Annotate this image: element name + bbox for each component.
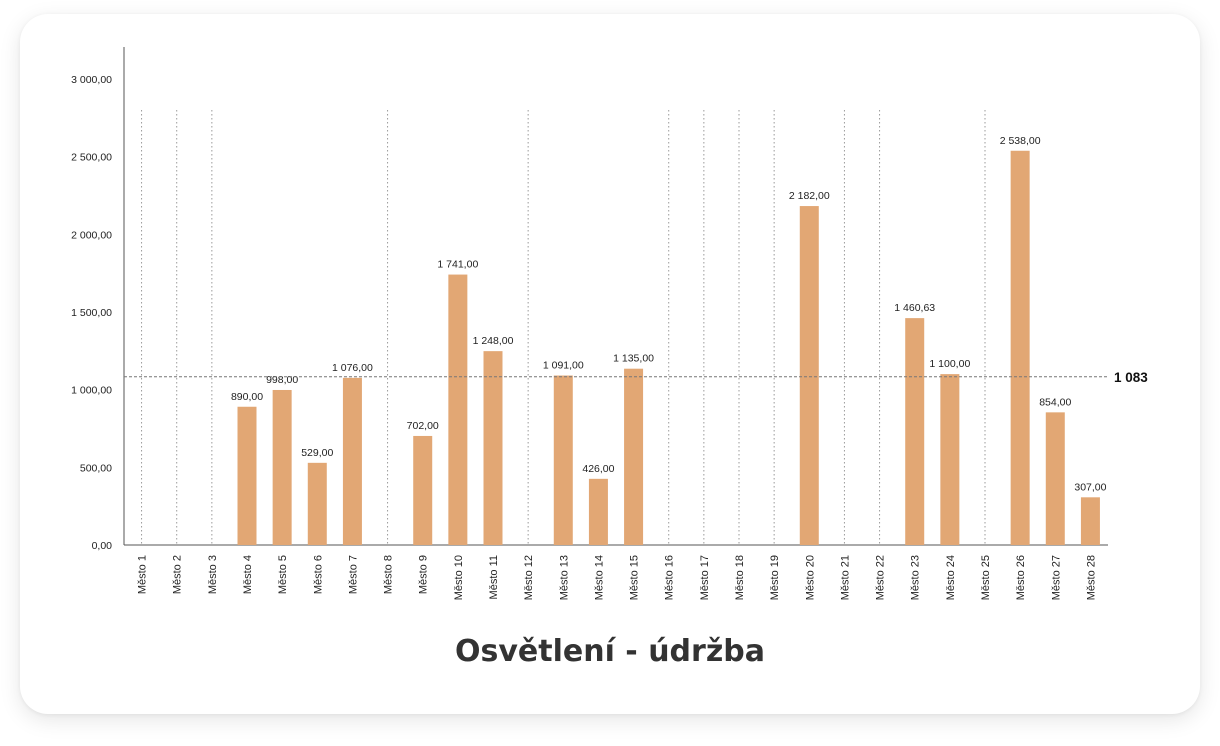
- category-label: Město 13: [558, 555, 570, 600]
- data-label: 1 248,00: [473, 335, 514, 347]
- data-label: 1 741,00: [437, 259, 478, 271]
- data-label: 1 135,00: [613, 353, 654, 365]
- category-label: Město 1: [137, 555, 149, 594]
- category-label: Město 16: [664, 555, 676, 600]
- y-tick-label: 1 500,00: [71, 307, 112, 319]
- y-tick-label: 500,00: [80, 462, 112, 474]
- category-label: Město 24: [945, 555, 957, 600]
- bar: [799, 206, 819, 545]
- category-label: Město 15: [629, 555, 641, 600]
- bar: [1010, 150, 1030, 545]
- bar: [272, 389, 292, 545]
- bar: [448, 274, 468, 545]
- data-label: 854,00: [1039, 396, 1071, 408]
- category-label: Město 14: [593, 555, 605, 600]
- category-label: Město 9: [418, 555, 430, 594]
- data-label: 1 100,00: [929, 358, 970, 370]
- data-label: 998,00: [266, 374, 298, 386]
- y-tick-label: 1 000,00: [71, 385, 112, 397]
- data-label: 1 076,00: [332, 362, 373, 374]
- category-label: Město 11: [488, 555, 500, 599]
- y-tick-label: 0,00: [92, 540, 113, 552]
- chart-title: Osvětlení - údržba: [454, 634, 766, 669]
- chart-card: [20, 14, 1200, 714]
- data-label: 2 538,00: [1000, 135, 1041, 147]
- category-label: Město 22: [875, 555, 887, 600]
- category-label: Město 12: [523, 555, 535, 600]
- category-label: Město 10: [453, 555, 465, 600]
- bar: [905, 318, 925, 545]
- y-tick-label: 2 000,00: [71, 229, 112, 241]
- bar: [342, 377, 362, 545]
- data-label: 1 460,63: [894, 302, 935, 314]
- category-label: Město 5: [277, 555, 289, 594]
- data-label: 426,00: [582, 463, 614, 475]
- category-label: Město 20: [804, 555, 816, 600]
- bar: [413, 435, 433, 545]
- bar: [237, 406, 257, 545]
- reference-line-label: 1 083: [1114, 370, 1148, 385]
- category-label: Město 2: [172, 555, 184, 594]
- data-label: 307,00: [1074, 481, 1106, 493]
- category-label: Město 26: [1015, 555, 1027, 600]
- bar: [483, 351, 503, 545]
- y-tick-label: 3 000,00: [71, 74, 112, 86]
- bar: [624, 368, 644, 545]
- category-label: Město 19: [769, 555, 781, 600]
- category-label: Město 8: [383, 555, 395, 594]
- category-label: Město 17: [699, 555, 711, 600]
- category-label: Město 18: [734, 555, 746, 600]
- category-label: Město 21: [839, 555, 851, 600]
- category-label: Město 6: [312, 555, 324, 594]
- bar: [307, 462, 327, 545]
- data-label: 1 091,00: [543, 360, 584, 372]
- data-label: 890,00: [231, 391, 263, 403]
- data-label: 2 182,00: [789, 190, 830, 202]
- data-label: 702,00: [407, 420, 439, 432]
- category-label: Město 27: [1050, 555, 1062, 600]
- bar: [553, 375, 573, 545]
- category-label: Město 7: [347, 555, 359, 594]
- category-label: Město 3: [207, 555, 219, 594]
- data-label: 529,00: [301, 447, 333, 459]
- category-label: Město 25: [980, 555, 992, 600]
- category-label: Město 23: [910, 555, 922, 600]
- category-label: Město 28: [1085, 555, 1097, 600]
- bar: [588, 478, 608, 545]
- bar: [940, 374, 960, 545]
- bar: [1080, 497, 1100, 545]
- bar: [1045, 412, 1065, 545]
- y-tick-label: 2 500,00: [71, 152, 112, 164]
- category-label: Město 4: [242, 555, 254, 594]
